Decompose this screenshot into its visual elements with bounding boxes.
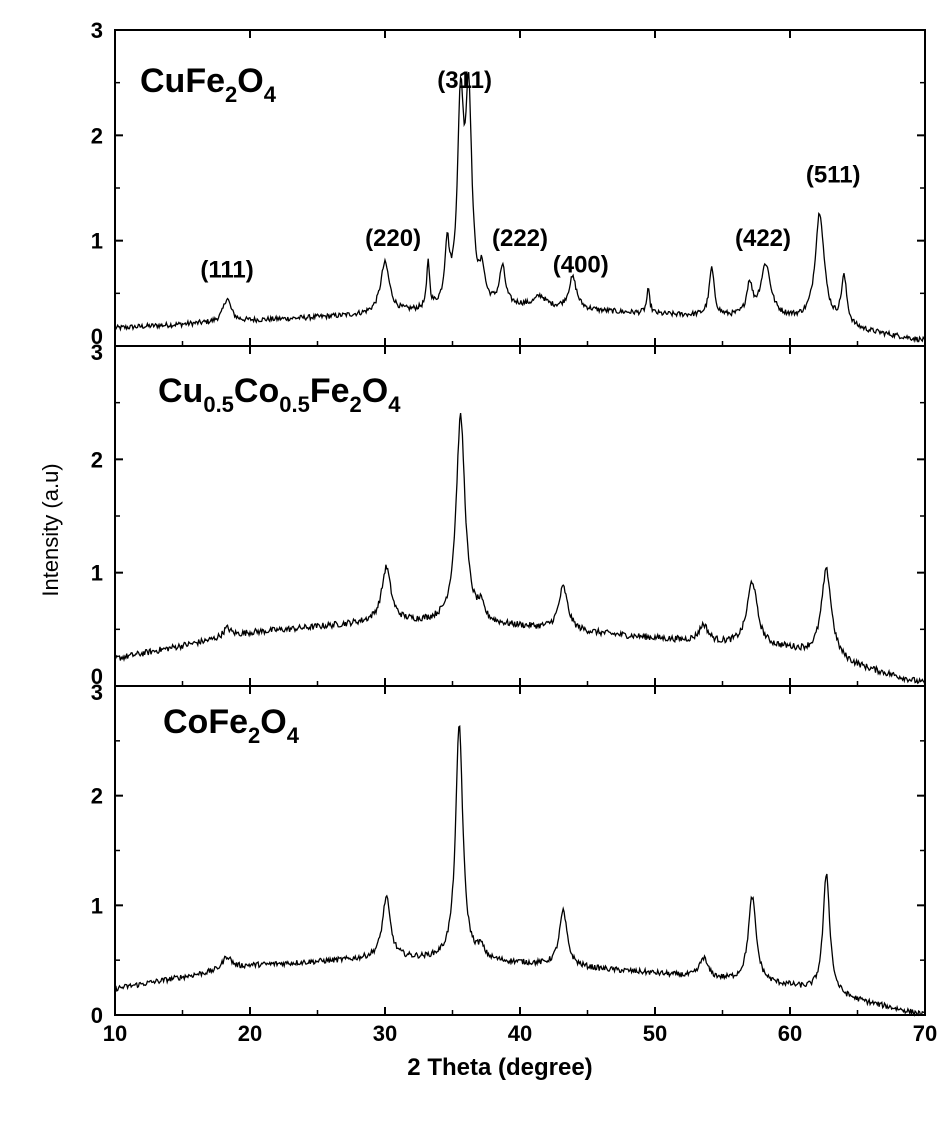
y-tick-label: 3 [91,340,103,365]
x-tick-label: 60 [778,1021,802,1046]
series-line-3 [114,725,926,1017]
peak-annotation: (422) [735,225,791,252]
series-label-1: CuFe2O4 [140,62,277,107]
peak-annotation: (220) [365,225,421,252]
x-axis-title: 2 Theta (degree) [407,1054,592,1081]
peak-annotation: (311) [437,67,492,94]
y-axis-title: Intensity (a.u) [38,463,63,596]
y-tick-label: 3 [91,680,103,705]
series-label-3: CoFe2O4 [163,703,300,748]
series-label-2: Cu0.5Co0.5Fe2O4 [158,372,401,417]
x-tick-label: 70 [913,1021,937,1046]
x-tick-label: 30 [373,1021,397,1046]
peak-annotation: (222) [492,225,548,252]
y-tick-label: 0 [91,324,103,349]
x-tick-label: 20 [238,1021,262,1046]
peak-annotation: (511) [806,162,861,189]
y-tick-label: 2 [91,784,103,809]
y-tick-label: 2 [91,447,103,472]
series-line-1 [114,71,926,344]
y-tick-label: 1 [91,561,103,586]
y-tick-label: 1 [91,893,103,918]
y-tick-label: 0 [91,664,103,689]
y-tick-label: 2 [91,123,103,148]
peak-annotation: (111) [200,257,253,284]
y-tick-label: 0 [91,1003,103,1028]
y-tick-label: 1 [91,229,103,254]
y-tick-label: 3 [91,18,103,43]
series-line-2 [114,413,926,686]
x-tick-label: 50 [643,1021,667,1046]
x-tick-label: 40 [508,1021,532,1046]
peak-annotation: (400) [553,251,609,278]
x-tick-label: 10 [103,1021,127,1046]
